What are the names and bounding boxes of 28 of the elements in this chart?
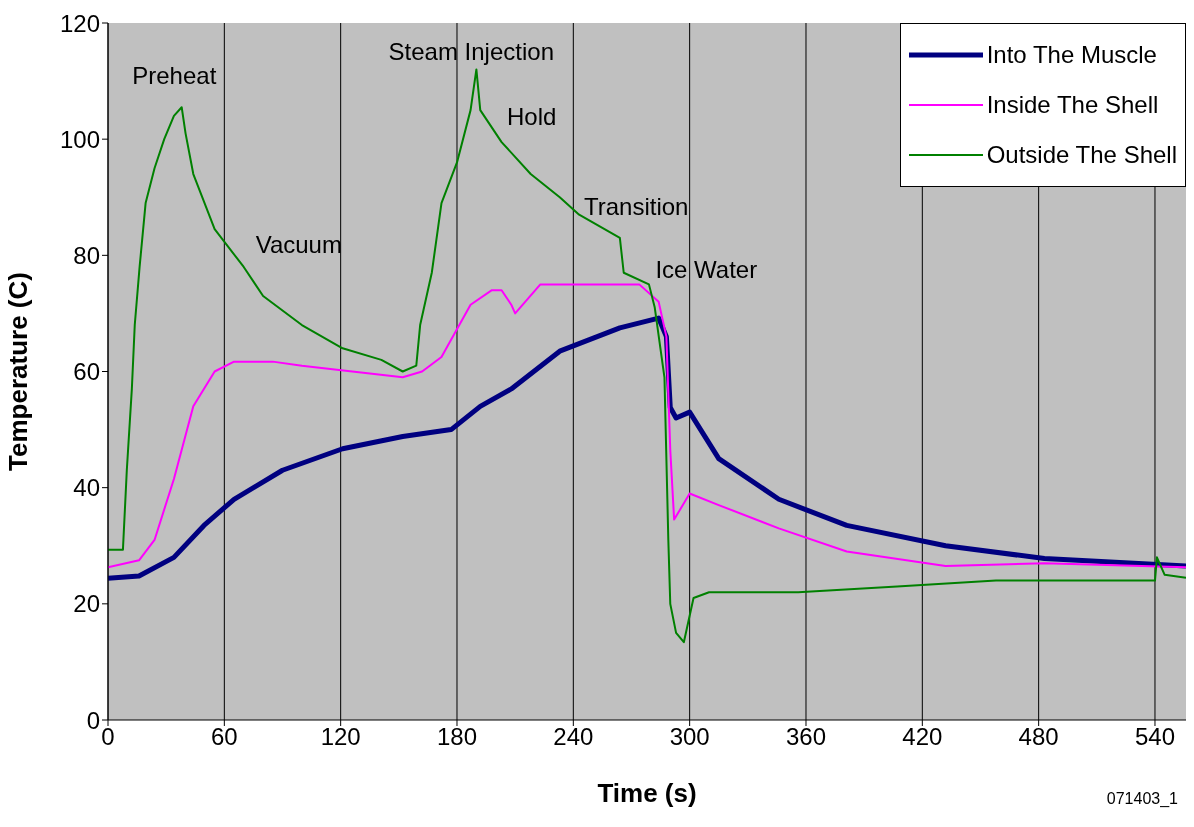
y-tick-label: 20 [73, 590, 100, 618]
y-tick-label: 100 [59, 125, 100, 153]
x-tick-label: 180 [436, 723, 478, 751]
x-tick-label: 480 [1018, 723, 1059, 751]
y-tick-label: 120 [59, 9, 100, 37]
legend-label: Inside The Shell [986, 91, 1159, 119]
x-tick-label: 300 [669, 723, 710, 751]
x-axis-title: Time (s) [597, 778, 697, 808]
x-tick-label: 240 [553, 723, 594, 751]
y-axis-title: Temperature (C) [3, 272, 34, 471]
line-series [108, 68, 1186, 644]
annotation: Transition [583, 193, 689, 221]
y-tick-label: 60 [73, 358, 100, 386]
y-tick-label: 80 [73, 241, 100, 269]
legend-label: Into The Muscle [986, 41, 1157, 69]
text: 071403_1 [1106, 790, 1178, 808]
y-tick-label: 0 [86, 706, 100, 734]
annotation: Ice Water [655, 255, 758, 284]
legend-label: Outside The Shell [986, 141, 1177, 169]
annotation: Hold [506, 103, 557, 132]
annotation: Steam Injection [388, 38, 554, 67]
y-tick-label: 40 [73, 474, 100, 502]
x-tick-label: 540 [1134, 723, 1175, 751]
annotation: Preheat [132, 61, 217, 90]
x-tick-label: 360 [785, 723, 827, 751]
x-tick-label: 60 [210, 723, 238, 751]
x-tick-label: 420 [902, 723, 943, 751]
x-tick-label: 120 [320, 723, 361, 751]
